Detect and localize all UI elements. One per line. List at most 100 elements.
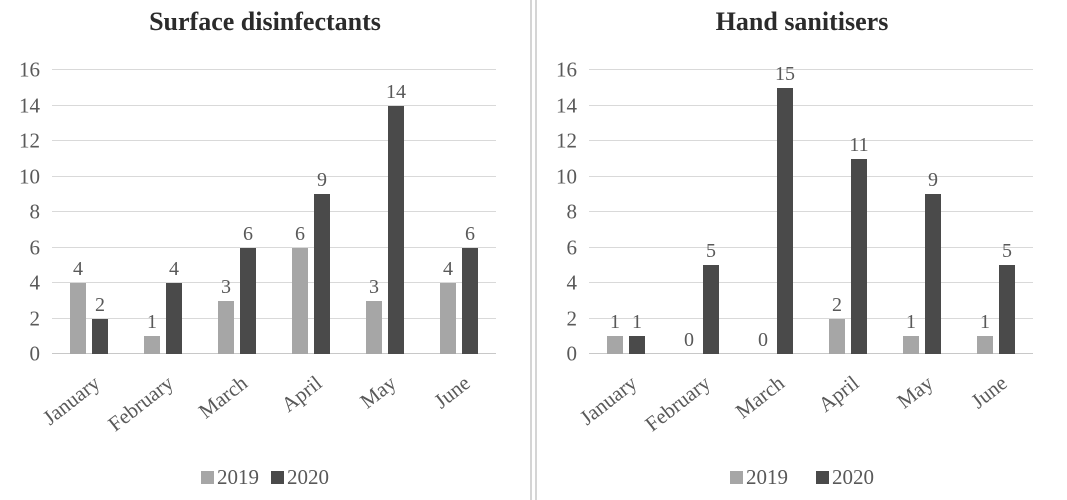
y-tick-label: 10 bbox=[556, 164, 577, 188]
y-tick-label: 8 bbox=[566, 199, 578, 224]
y-tick-label: 0 bbox=[566, 341, 578, 366]
x-tick-label: January bbox=[574, 370, 642, 430]
bar-value-label: 1 bbox=[980, 311, 990, 334]
bar-value-label: 1 bbox=[147, 311, 157, 334]
bar-value-label: 6 bbox=[465, 222, 475, 245]
bar-2020 bbox=[999, 265, 1015, 354]
gridline bbox=[52, 211, 496, 212]
bar-2019 bbox=[366, 300, 382, 354]
bar-2020 bbox=[703, 265, 719, 354]
bar-2020 bbox=[388, 105, 404, 354]
bar-2020 bbox=[629, 336, 645, 354]
x-tick-label: March bbox=[194, 370, 253, 424]
chart-surface-disinfectants: Surface disinfectants January February Mar… bbox=[0, 0, 530, 500]
gridline bbox=[52, 282, 496, 283]
bar-2020 bbox=[462, 247, 478, 354]
x-tick-label: May bbox=[891, 370, 938, 414]
gridline bbox=[52, 140, 496, 141]
y-tick-label: 4 bbox=[29, 270, 41, 295]
y-tick-label: 8 bbox=[29, 199, 41, 224]
x-tick-label: April bbox=[813, 370, 864, 417]
legend-swatch bbox=[201, 471, 214, 484]
gridline bbox=[589, 246, 1033, 248]
y-tick-label: 14 bbox=[556, 93, 577, 117]
bar-2019 bbox=[292, 247, 308, 354]
legend-swatch bbox=[816, 471, 829, 484]
bar-value-label: 3 bbox=[221, 275, 231, 298]
bar-value-label: 14 bbox=[386, 80, 406, 103]
gridline bbox=[589, 282, 1033, 283]
bar-2019 bbox=[977, 336, 993, 354]
bar-value-label: 1 bbox=[610, 311, 620, 334]
x-tick-label: February bbox=[103, 370, 179, 437]
x-tick-label: June bbox=[965, 370, 1012, 414]
y-tick-label: 16 bbox=[19, 57, 40, 82]
bar-value-label: 4 bbox=[169, 258, 179, 280]
bar-value-label: 9 bbox=[317, 169, 327, 192]
bar-value-label: 3 bbox=[369, 275, 379, 298]
y-tick-label: 0 bbox=[29, 341, 41, 366]
gridline bbox=[52, 175, 496, 177]
bar-2020 bbox=[166, 283, 182, 354]
legend-label: 2019 bbox=[217, 465, 259, 489]
y-tick-label: 14 bbox=[19, 93, 40, 117]
legend-entry-2019: 2019 bbox=[730, 467, 788, 488]
y-tick-label: 12 bbox=[19, 128, 40, 153]
bar-value-label: 6 bbox=[295, 222, 305, 245]
bar-value-label: 1 bbox=[906, 311, 916, 334]
gridline bbox=[52, 69, 496, 70]
gridline bbox=[52, 317, 496, 319]
bar-value-label: 5 bbox=[1002, 240, 1012, 263]
bar-value-label: 15 bbox=[775, 62, 795, 85]
bar-value-label: 2 bbox=[832, 293, 842, 316]
gridline bbox=[589, 69, 1033, 70]
bar-2019 bbox=[144, 336, 160, 354]
bar-2019 bbox=[829, 318, 845, 354]
bar-2019 bbox=[607, 336, 623, 354]
y-tick-label: 12 bbox=[556, 128, 577, 153]
gridline bbox=[589, 104, 1033, 106]
bar-value-label: 9 bbox=[928, 169, 938, 192]
bar-2019 bbox=[440, 283, 456, 354]
bar-2020 bbox=[240, 247, 256, 354]
bar-2019 bbox=[903, 336, 919, 354]
gridline bbox=[52, 246, 496, 248]
bar-value-label: 5 bbox=[706, 240, 716, 263]
bar-2020 bbox=[851, 158, 867, 354]
y-tick-label: 2 bbox=[566, 306, 578, 330]
legend-label: 2020 bbox=[287, 465, 329, 489]
bar-value-label: 11 bbox=[849, 133, 869, 156]
legend-swatch bbox=[730, 471, 743, 484]
bar-2020 bbox=[92, 318, 108, 354]
gridline bbox=[589, 317, 1033, 319]
bar-value-label: 0 bbox=[684, 329, 694, 351]
bar-2019 bbox=[218, 300, 234, 354]
x-tick-label: June bbox=[428, 370, 475, 414]
legend-swatch bbox=[271, 471, 284, 484]
x-axis-line bbox=[589, 353, 1033, 354]
bar-2019 bbox=[70, 283, 86, 354]
plot-area: January February March April May June 0 2 4 6 8 10… bbox=[556, 59, 1033, 436]
y-tick-label: 6 bbox=[566, 235, 578, 259]
x-axis-line bbox=[52, 353, 496, 354]
y-tick-label: 6 bbox=[29, 235, 41, 259]
bar-2020 bbox=[777, 87, 793, 354]
chart-title: Surface disinfectants bbox=[149, 7, 381, 36]
x-tick-label: January bbox=[37, 370, 105, 430]
x-axis-labels: January February March April May June bbox=[38, 354, 496, 446]
bar-value-label: 1 bbox=[632, 311, 642, 334]
x-tick-label: April bbox=[276, 370, 327, 417]
gridline bbox=[589, 175, 1033, 177]
legend: 2019 2020 bbox=[0, 467, 530, 488]
bar-2020 bbox=[314, 194, 330, 354]
legend-entry-2020: 2020 bbox=[816, 467, 874, 488]
bar-value-label: 4 bbox=[443, 258, 453, 280]
plot-area: January February March April May June 0 2 4 6 8 10… bbox=[19, 59, 496, 436]
bar-value-label: 2 bbox=[95, 293, 105, 316]
x-tick-label: February bbox=[640, 370, 716, 437]
y-tick-label: 16 bbox=[556, 57, 577, 82]
gridline bbox=[589, 140, 1033, 141]
y-tick-label: 2 bbox=[29, 306, 41, 330]
chart-hand-sanitisers: Hand sanitisers January February March Apri… bbox=[537, 0, 1067, 500]
